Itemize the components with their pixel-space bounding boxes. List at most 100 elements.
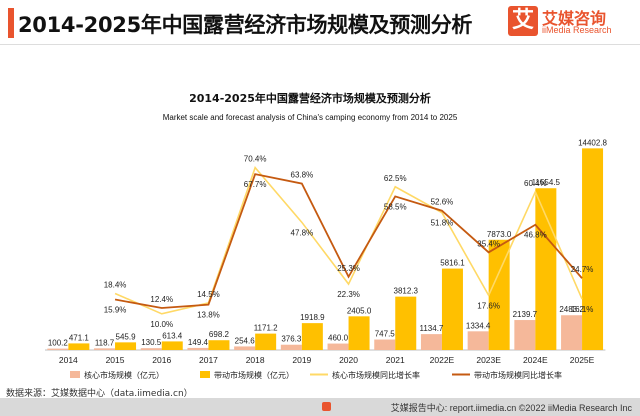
driven-growth-label: 63.8%	[291, 171, 314, 180]
core-growth-label: 10.0%	[150, 320, 173, 329]
legend-label: 带动市场规模（亿元）	[214, 370, 294, 380]
core-value-label: 118.7	[95, 338, 115, 347]
legend-swatch	[200, 371, 210, 378]
driven-bar	[441, 268, 463, 350]
x-tick-label: 2018	[246, 355, 265, 365]
core-growth-label: 17.6%	[477, 301, 500, 310]
driven-value-label: 698.2	[209, 330, 230, 339]
core-value-label: 1134.7	[420, 324, 444, 333]
driven-growth-label: 46.8%	[524, 231, 547, 240]
core-value-label: 149.4	[188, 338, 209, 347]
legend-label: 带动市场规模同比增长率	[474, 370, 562, 380]
driven-growth-label: 25.3%	[337, 264, 360, 273]
driven-value-label: 2405.0	[347, 306, 372, 315]
driven-value-label: 14402.8	[578, 138, 607, 147]
logo-name: 艾媒咨询	[542, 9, 607, 28]
core-growth-label: 14.5%	[197, 290, 220, 299]
driven-bar	[395, 296, 417, 350]
core-bar	[420, 334, 442, 350]
header-divider	[0, 44, 640, 45]
driven-growth-label: 15.9%	[104, 306, 127, 315]
core-growth-label: 51.8%	[431, 219, 454, 228]
x-tick-label: 2022E	[430, 355, 455, 365]
report-center-icon	[322, 402, 331, 411]
driven-growth-label: 67.7%	[244, 180, 267, 189]
driven-value-label: 5816.1	[440, 259, 465, 268]
core-value-label: 747.5	[375, 330, 396, 339]
driven-bar	[582, 148, 604, 350]
driven-growth-label: 12.4%	[150, 295, 173, 304]
x-tick-label: 2021	[386, 355, 405, 365]
core-bar	[234, 346, 256, 350]
core-value-label: 460.0	[328, 334, 349, 343]
driven-value-label: 1171.2	[254, 324, 278, 333]
driven-bar	[255, 333, 277, 350]
x-tick-label: 2015	[106, 355, 125, 365]
x-tick-label: 2017	[199, 355, 218, 365]
driven-value-label: 1918.9	[300, 313, 325, 322]
driven-value-label: 11554.5	[532, 178, 561, 187]
chart-subtitle: Market scale and forecast analysis of Ch…	[163, 113, 458, 122]
core-growth-label: 47.8%	[291, 228, 314, 237]
core-value-label: 376.3	[281, 335, 302, 344]
driven-growth-label: 35.4%	[477, 239, 500, 248]
legend-swatch	[70, 371, 80, 378]
driven-growth-label: 58.5%	[384, 202, 407, 211]
x-tick-label: 2024E	[523, 355, 548, 365]
driven-bar	[488, 239, 510, 350]
core-bar	[94, 348, 116, 350]
core-bar	[561, 315, 583, 350]
driven-value-label: 3812.3	[394, 287, 419, 296]
core-growth-label: 16.1%	[571, 305, 594, 314]
core-value-label: 2483.2	[559, 305, 584, 314]
driven-bar	[208, 340, 230, 350]
core-bar	[140, 348, 162, 350]
driven-growth-line	[114, 173, 583, 309]
chart-title: 2014-2025年中国露营经济市场规模及预测分析	[189, 91, 431, 105]
x-tick-label: 2014	[59, 355, 78, 365]
core-growth-label: 60.4%	[524, 179, 547, 188]
core-bar	[327, 343, 349, 350]
driven-growth-label: 24.7%	[571, 265, 594, 274]
core-value-label: 130.5	[141, 338, 162, 347]
chart-legend: 核心市场规模（亿元） 带动市场规模（亿元） 核心市场规模同比增长率 带动市场规模同比增…	[70, 370, 562, 380]
iimedia-logo-icon: 艾	[508, 6, 538, 36]
page-title: 2014-2025年中国露营经济市场规模及预测分析	[18, 13, 473, 37]
core-value-label: 254.6	[235, 336, 256, 345]
legend-label: 核心市场规模同比增长率	[332, 370, 420, 380]
driven-value-label: 545.9	[116, 332, 137, 341]
driven-bar	[301, 323, 323, 350]
core-value-label: 100.2	[48, 339, 69, 348]
header-accent-bar	[8, 8, 14, 38]
core-bar	[187, 347, 209, 350]
core-bar	[47, 348, 69, 350]
core-growth-label: 70.4%	[244, 155, 267, 164]
x-tick-label: 2019	[292, 355, 311, 365]
core-bar	[514, 320, 536, 350]
x-tick-label: 2025E	[570, 355, 595, 365]
driven-growth-label: 52.6%	[431, 198, 454, 207]
driven-value-label: 7873.0	[487, 230, 512, 239]
data-source: 数据来源：艾媒数据中心（data.iimedia.cn）	[6, 389, 193, 399]
core-growth-label: 22.3%	[337, 290, 360, 299]
driven-growth-label: 13.8%	[197, 311, 220, 320]
driven-bar	[535, 188, 557, 350]
legend-label: 核心市场规模（亿元）	[84, 370, 164, 380]
driven-value-label: 613.4	[162, 331, 183, 340]
core-bar	[374, 339, 396, 350]
core-bar	[280, 344, 302, 350]
driven-bar	[115, 342, 137, 350]
driven-bar	[68, 343, 90, 350]
driven-value-label: 471.1	[69, 333, 90, 342]
core-growth-label: 18.4%	[104, 280, 127, 289]
x-tick-label: 2016	[152, 355, 171, 365]
x-tick-label: 2023E	[476, 355, 501, 365]
footer-text: 艾媒报告中心: report.iimedia.cn ©2022 iiMedia …	[390, 403, 632, 413]
core-growth-label: 62.5%	[384, 174, 407, 183]
footer-bar	[0, 398, 640, 416]
core-bar	[467, 331, 489, 350]
x-tick-label: 2020	[339, 355, 358, 365]
driven-bar	[161, 341, 183, 350]
core-value-label: 1334.4	[466, 321, 491, 330]
